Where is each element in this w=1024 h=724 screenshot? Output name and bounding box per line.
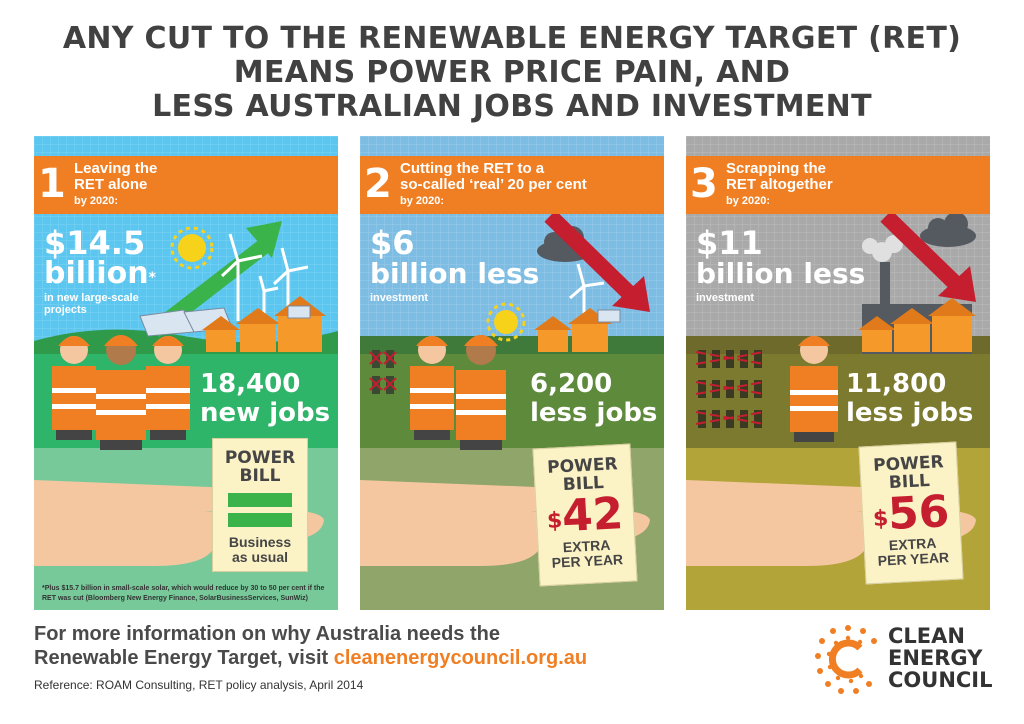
scenario-3-title-line-1: Scrapping the — [726, 160, 827, 177]
headline: ANY CUT TO THE RENEWABLE ENERGY TARGET (… — [0, 22, 1024, 124]
scenario-1-power-bill: POWER BILL Business as usual — [212, 438, 308, 572]
scenario-3-title-line-2: RET altogether — [726, 176, 833, 193]
scenario-2-by: by 2020: — [400, 195, 445, 207]
cloud-icon — [920, 212, 976, 247]
scenario-3-power-bill: POWER BILL $56 EXTRA PER YEAR — [858, 441, 964, 585]
sun-icon — [486, 302, 526, 342]
scenario-2-jobs-label: less jobs — [530, 398, 658, 428]
decline-arrow-icon — [544, 210, 650, 312]
scenario-2-investment-desc: investment — [370, 292, 429, 304]
scenario-1-investment-desc-2: projects — [44, 304, 87, 316]
lost-jobs-figures-icon — [369, 350, 397, 394]
scenario-2-investment-unit: billion less — [370, 257, 540, 290]
hand-icon — [360, 480, 650, 566]
more-info-line-1: For more information on why Australia ne… — [34, 623, 500, 645]
headline-line-3: LESS AUSTRALIAN JOBS AND INVESTMENT — [152, 89, 872, 124]
hand-icon — [686, 480, 976, 566]
scenario-2-jobs: 6,200 less jobs — [530, 370, 657, 428]
scenario-3-investment-unit: billion less — [696, 257, 866, 290]
scenario-3-number: 3 — [690, 161, 718, 207]
footnote-mark: * — [148, 270, 156, 286]
scenario-2-title-line-1: Cutting the RET to a — [400, 160, 545, 177]
logo-text-2: ENERGY — [888, 646, 983, 670]
house-icon — [202, 296, 326, 352]
scenario-1-by: by 2020: — [74, 195, 119, 207]
scenario-1-investment-value: $14.5 — [44, 224, 146, 262]
worker-figures-icon — [410, 335, 506, 450]
scenario-3-banner: 3 Scrapping the RET altogether by 2020: — [686, 156, 990, 214]
headline-line-1: ANY CUT TO THE RENEWABLE ENERGY TARGET (… — [62, 21, 962, 56]
lost-jobs-figures-icon — [695, 350, 765, 428]
bill-note-2: as usual — [231, 549, 289, 565]
scenario-2-investment-value: $6 — [370, 224, 415, 262]
sun-icon — [170, 226, 214, 270]
worker-figures-icon — [790, 336, 838, 442]
scenario-1-investment-unit: billion* — [44, 256, 156, 291]
smoke-icon — [862, 235, 903, 262]
bill-note-1: Business — [228, 534, 292, 550]
scenario-1-title-line-2: RET alone — [74, 176, 148, 193]
house-icon — [858, 298, 976, 352]
headline-line-2: MEANS POWER PRICE PAIN, AND — [233, 55, 791, 90]
worker-figures-icon — [52, 335, 190, 450]
more-info-line-2: Renewable Energy Target, visit cleanener… — [34, 647, 588, 669]
clean-energy-council-logo: CLEAN ENERGY COUNCIL — [808, 616, 1008, 706]
bill-extra-2: PER YEAR — [551, 551, 624, 571]
scenario-1-title-line-1: Leaving the — [74, 160, 158, 177]
scenario-3-jobs-value: 11,800 — [846, 369, 947, 399]
scenario-3-jobs: 11,800 less jobs — [846, 370, 973, 428]
scenario-2-number: 2 — [364, 161, 392, 207]
bill-amount: $56 — [872, 486, 951, 541]
scenario-panel-3: 3 Scrapping the RET altogether by 2020: … — [686, 136, 990, 610]
scenario-1-investment-desc-1: in new large-scale — [44, 292, 139, 304]
scenario-2-jobs-value: 6,200 — [530, 369, 613, 399]
house-icon — [534, 308, 621, 352]
scenario-2-banner: 2 Cutting the RET to a so-called ‘real’ … — [360, 156, 664, 214]
website-link[interactable]: cleanenergycouncil.org.au — [333, 647, 588, 669]
wind-turbine-icon — [569, 263, 605, 326]
scenario-1-jobs-value: 18,400 — [200, 369, 301, 399]
scenario-1-footnote: *Plus $15.7 billion in small-scale solar… — [42, 585, 325, 602]
hand-icon — [34, 480, 324, 566]
logo-text-3: COUNCIL — [888, 668, 993, 692]
reference-note: Reference: ROAM Consulting, RET policy a… — [34, 678, 364, 692]
scenario-1-number: 1 — [38, 161, 66, 207]
bill-amount: $42 — [546, 488, 625, 543]
scenario-1-jobs: 18,400 new jobs — [200, 370, 330, 428]
scenario-2-power-bill: POWER BILL $42 EXTRA PER YEAR — [532, 443, 638, 587]
bill-title-2: BILL — [239, 466, 281, 486]
scenario-2-title-line-2: so-called ‘real’ 20 per cent — [400, 176, 587, 193]
scenario-3-jobs-label: less jobs — [846, 398, 974, 428]
bill-extra-2: PER YEAR — [877, 549, 950, 569]
logo-ring-icon — [815, 625, 877, 694]
scenario-1-banner: 1 Leaving the RET alone by 2020: — [34, 156, 338, 214]
scenario-1-jobs-label: new jobs — [200, 398, 331, 428]
scenario-panel-1: 1 Leaving the RET alone by 2020: $14.5 b… — [34, 136, 338, 610]
scenario-panel-2: 2 Cutting the RET to a so-called ‘real’ … — [360, 136, 664, 610]
scenario-3-investment-desc: investment — [696, 292, 755, 304]
equals-icon — [213, 493, 307, 527]
scenario-3-by: by 2020: — [726, 195, 771, 207]
more-info: For more information on why Australia ne… — [34, 622, 587, 670]
scenario-3-investment-value: $11 — [696, 224, 763, 262]
logo-text-1: CLEAN — [888, 624, 965, 648]
bill-title-1: POWER — [224, 448, 296, 468]
decline-arrow-icon — [880, 210, 976, 302]
